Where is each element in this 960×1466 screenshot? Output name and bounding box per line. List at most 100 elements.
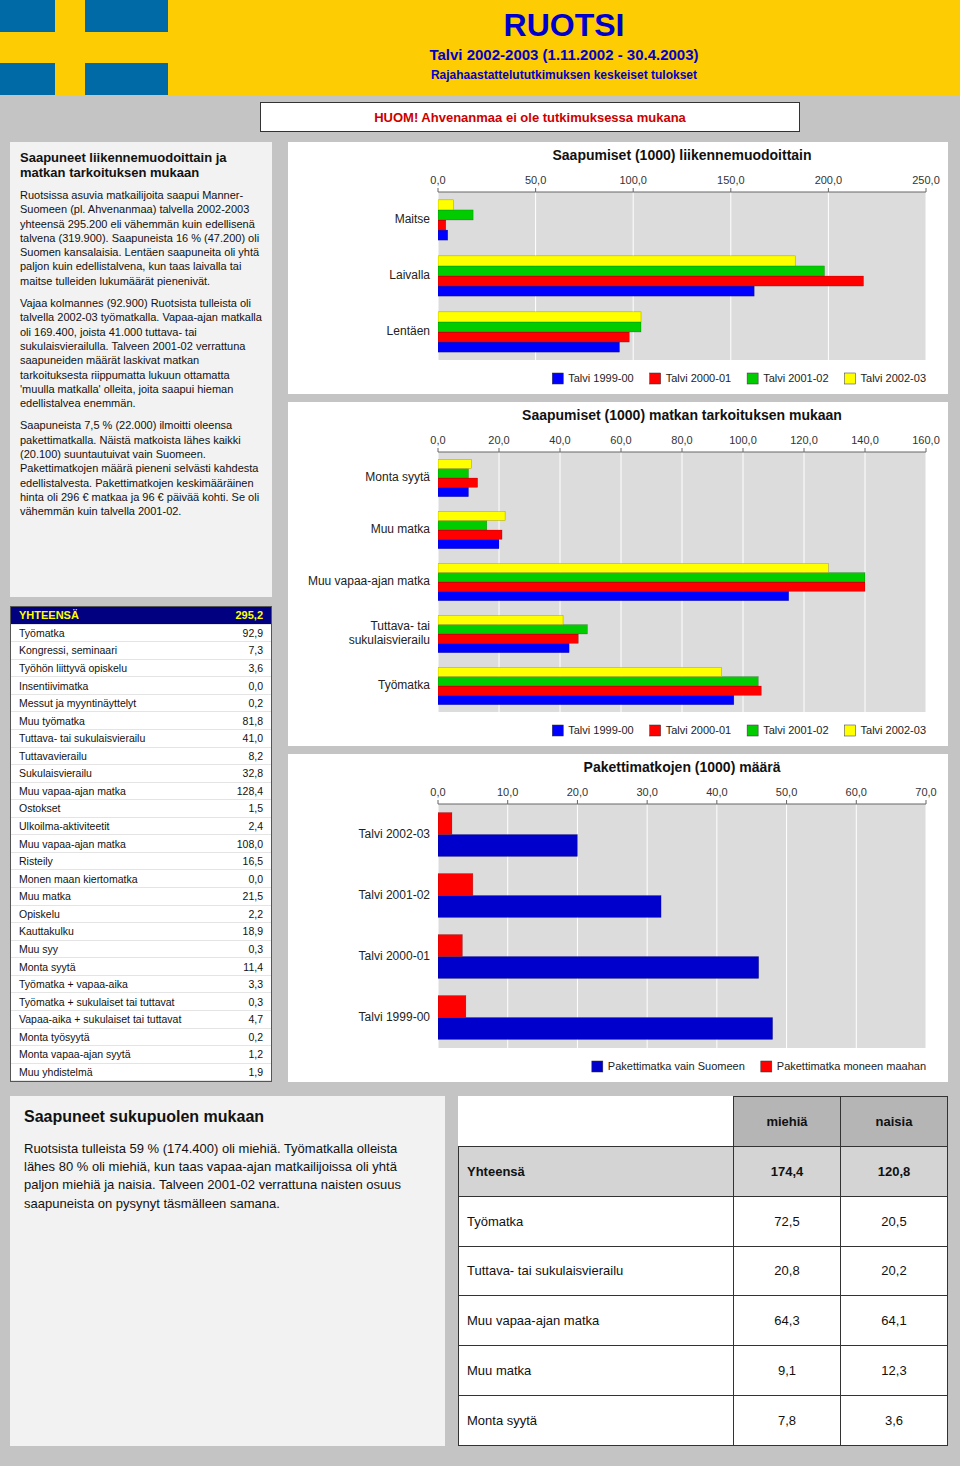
chart-svg: Pakettimatkojen (1000) määrä0,010,020,03… <box>288 754 948 1082</box>
legend-swatch <box>592 1061 603 1072</box>
flag <box>0 0 168 95</box>
table-header: naisia <box>841 1097 948 1147</box>
category-label-line: sukulaisvierailu <box>349 633 430 647</box>
bar <box>438 935 462 957</box>
legend-swatch <box>650 373 661 384</box>
tick-mark <box>828 188 829 192</box>
stat-value: 92,9 <box>237 627 263 639</box>
stat-value: 32,8 <box>237 767 263 779</box>
stat-label: Monen maan kiertomatka <box>19 873 137 885</box>
x-axis-line <box>438 452 926 453</box>
stat-value: 81,8 <box>237 715 263 727</box>
bar <box>438 563 828 572</box>
stat-value: 1,9 <box>242 1066 263 1078</box>
stat-value: 7,3 <box>242 644 263 656</box>
bar <box>438 539 499 548</box>
bar <box>438 220 446 230</box>
category-label-line: Talvi 2000-01 <box>359 949 431 963</box>
legend-swatch <box>845 725 856 736</box>
stat-label: Monta syytä <box>19 961 76 973</box>
bar <box>438 322 641 332</box>
plot-background <box>438 192 926 360</box>
stat-header-row: YHTEENSÄ295,2 <box>11 607 271 625</box>
tick-mark <box>743 448 744 452</box>
tick-label: 20,0 <box>567 786 588 798</box>
tick-label: 70,0 <box>915 786 936 798</box>
stat-row: Työmatkа + vapaa-aika3,3 <box>11 976 271 994</box>
legend: Pakettimatka vain SuomeenPakettimatka mo… <box>592 1060 926 1072</box>
chart: Pakettimatkojen (1000) määrä0,010,020,03… <box>288 754 948 1082</box>
tick-mark <box>438 800 439 804</box>
legend-label: Talvi 1999-00 <box>568 724 633 736</box>
table-label: Tuttava- tai sukulaisvierailu <box>459 1246 734 1296</box>
bar <box>438 667 722 676</box>
stat-label: Insentiivimatka <box>19 680 88 692</box>
bar <box>438 957 759 979</box>
stat-value: 0,3 <box>242 996 263 1008</box>
bars <box>438 813 773 1040</box>
bar <box>438 530 502 539</box>
stat-row: Muu yhdistelmä1,9 <box>11 1064 271 1082</box>
tick-mark <box>856 800 857 804</box>
stat-value: 0,2 <box>242 1031 263 1043</box>
stat-value: 18,9 <box>237 925 263 937</box>
category-label-line: Muu vapaa-ajan matka <box>308 574 430 588</box>
category-label: Muu matka <box>371 522 431 536</box>
bar <box>438 256 795 266</box>
legend-label: Talvi 2000-01 <box>666 372 731 384</box>
stat-value: 0,2 <box>242 697 263 709</box>
legend: Talvi 1999-00Talvi 2000-01Talvi 2001-02T… <box>552 724 926 736</box>
table-row: Tuttava- tai sukulaisvierailu20,820,2 <box>459 1246 948 1296</box>
stat-row: Vapaa-aika + sukulaiset tai tuttavat4,7 <box>11 1011 271 1029</box>
category-label-line: Tuttava- tai <box>370 619 430 633</box>
stat-value: 2,2 <box>242 908 263 920</box>
stat-label: Kauttakulku <box>19 925 74 937</box>
table-header: miehiä <box>734 1097 841 1147</box>
stat-row: Monen maan kiertomatka0,0 <box>11 870 271 888</box>
stat-row: Messut ja myyntinäyttelyt0,2 <box>11 695 271 713</box>
plot-background <box>438 452 926 712</box>
stat-row: Työmatkа92,9 <box>11 625 271 643</box>
stat-value: 2,4 <box>242 820 263 832</box>
table-value: 20,8 <box>734 1246 841 1296</box>
category-label: Laivalla <box>389 268 430 282</box>
stat-row: Tuttavavierailu8,2 <box>11 748 271 766</box>
bar <box>438 276 864 286</box>
tick-mark <box>926 448 927 452</box>
bar <box>438 615 563 624</box>
tick-label: 0,0 <box>430 786 445 798</box>
legend-label: Pakettimatka vain Suomeen <box>608 1060 745 1072</box>
stat-label: Työhön liittyvä opiskelu <box>19 662 127 674</box>
stat-label: Työmatkа + sukulaiset tai tuttavat <box>19 996 175 1008</box>
bar <box>438 469 469 478</box>
stat-value: 11,4 <box>237 961 263 973</box>
legend-label: Talvi 2002-03 <box>861 724 926 736</box>
category-label: Talvi 2002-03 <box>359 827 431 841</box>
category-label-line: Monta syytä <box>365 470 430 484</box>
legend-item: Talvi 2001-02 <box>747 724 828 736</box>
tick-mark <box>865 448 866 452</box>
tick-mark <box>560 448 561 452</box>
bar <box>438 342 620 352</box>
bar <box>438 1018 773 1040</box>
tick-label: 60,0 <box>610 434 631 446</box>
grid-line <box>786 804 787 1048</box>
stat-label: YHTEENSÄ <box>19 609 79 621</box>
legend-swatch <box>761 1061 772 1072</box>
stat-label: Monta työsyytä <box>19 1031 90 1043</box>
category-label-line: Laivalla <box>389 268 430 282</box>
stat-value: 1,2 <box>242 1048 263 1060</box>
legend-swatch <box>650 725 661 736</box>
table-row: Muu matka9,112,3 <box>459 1346 948 1396</box>
chart-title: Pakettimatkojen (1000) määrä <box>584 759 781 775</box>
legend-swatch <box>747 725 758 736</box>
bar <box>438 582 865 591</box>
stat-value: 8,2 <box>242 750 263 762</box>
warning: HUOM! Ahvenanmaa ei ole tutkimuksessa mu… <box>260 102 800 132</box>
table-value: 9,1 <box>734 1346 841 1396</box>
stat-value: 0,3 <box>242 943 263 955</box>
stat-row: Insentiivimatka0,0 <box>11 677 271 695</box>
bar <box>438 332 629 342</box>
bar <box>438 695 734 704</box>
category-label-line: Lentäen <box>387 324 430 338</box>
